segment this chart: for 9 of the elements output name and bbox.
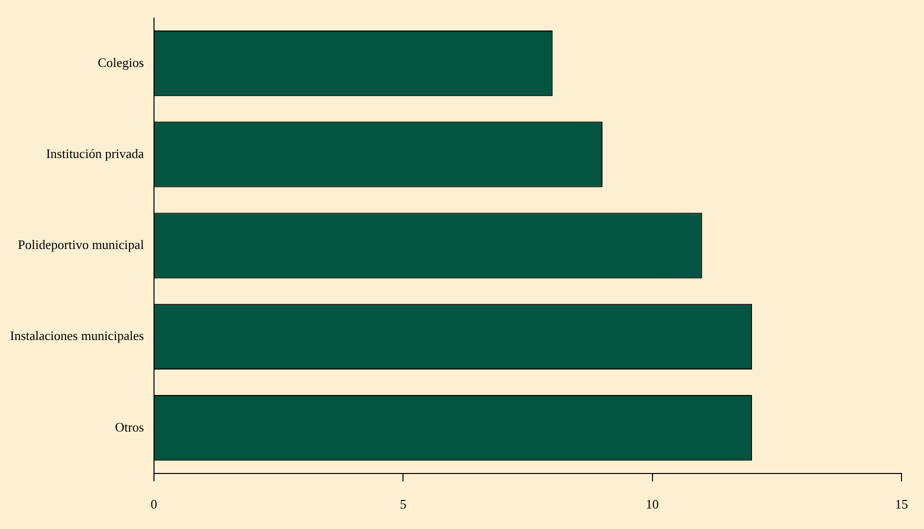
x-tick-label: 10 [646, 496, 659, 512]
y-tick-label: Instalaciones municipales [10, 328, 144, 344]
x-tick-label: 0 [150, 496, 158, 512]
y-tick-label: Otros [115, 419, 144, 434]
x-tick-label: 5 [400, 496, 406, 512]
x-tick-label: 15 [895, 496, 908, 512]
y-tick-label: Colegios [98, 54, 144, 70]
y-tick-label: Polideportivo municipal [18, 237, 144, 252]
y-tick-label: Institución privada [46, 146, 144, 161]
